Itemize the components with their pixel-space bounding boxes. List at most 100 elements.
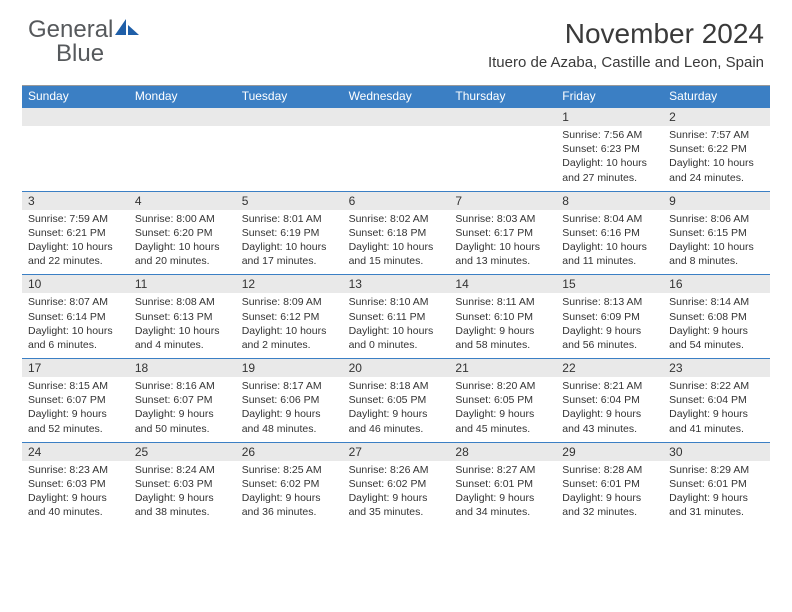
day-day1: Daylight: 10 hours <box>455 240 550 254</box>
day-cell <box>129 126 236 191</box>
day-day2: and 6 minutes. <box>28 338 123 352</box>
day-sunrise: Sunrise: 8:08 AM <box>135 295 230 309</box>
day-sunset: Sunset: 6:14 PM <box>28 310 123 324</box>
day-day1: Daylight: 9 hours <box>28 407 123 421</box>
day-number: 5 <box>236 192 343 210</box>
day-cell: Sunrise: 8:10 AMSunset: 6:11 PMDaylight:… <box>343 293 450 358</box>
day-number: 16 <box>663 275 770 293</box>
daynum-row: 3456789 <box>22 191 770 210</box>
day-number <box>129 108 236 126</box>
day-day2: and 31 minutes. <box>669 505 764 519</box>
day-sunrise: Sunrise: 8:01 AM <box>242 212 337 226</box>
day-sunset: Sunset: 6:07 PM <box>135 393 230 407</box>
day-sunset: Sunset: 6:23 PM <box>562 142 657 156</box>
day-day2: and 41 minutes. <box>669 422 764 436</box>
day-number: 25 <box>129 443 236 461</box>
daynum-row: 12 <box>22 107 770 126</box>
day-sunset: Sunset: 6:02 PM <box>242 477 337 491</box>
day-day1: Daylight: 9 hours <box>669 324 764 338</box>
day-day2: and 15 minutes. <box>349 254 444 268</box>
day-cell: Sunrise: 8:25 AMSunset: 6:02 PMDaylight:… <box>236 461 343 526</box>
day-cell: Sunrise: 8:03 AMSunset: 6:17 PMDaylight:… <box>449 210 556 275</box>
details-row: Sunrise: 7:59 AMSunset: 6:21 PM Daylight:… <box>22 210 770 275</box>
day-sunset: Sunset: 6:04 PM <box>562 393 657 407</box>
day-cell: Sunrise: 8:27 AMSunset: 6:01 PMDaylight:… <box>449 461 556 526</box>
day-day2: and 32 minutes. <box>562 505 657 519</box>
day-cell: Sunrise: 8:26 AMSunset: 6:02 PMDaylight:… <box>343 461 450 526</box>
calendar: Sunday Monday Tuesday Wednesday Thursday… <box>22 85 770 525</box>
day-sunrise: Sunrise: 8:10 AM <box>349 295 444 309</box>
day-number: 8 <box>556 192 663 210</box>
day-day1: Daylight: 10 hours <box>562 156 657 170</box>
day-number: 20 <box>343 359 450 377</box>
day-cell: Sunrise: 8:01 AMSunset: 6:19 PMDaylight:… <box>236 210 343 275</box>
daynum-row: 24252627282930 <box>22 442 770 461</box>
day-day2: and 48 minutes. <box>242 422 337 436</box>
day-number: 18 <box>129 359 236 377</box>
day-sunset: Sunset: 6:18 PM <box>349 226 444 240</box>
day-day2: and 24 minutes. <box>669 171 764 185</box>
day-sunrise: Sunrise: 7:59 AM <box>28 212 123 226</box>
day-number: 7 <box>449 192 556 210</box>
day-sunset: Sunset: 6:01 PM <box>669 477 764 491</box>
day-cell <box>236 126 343 191</box>
day-cell: Sunrise: 8:07 AMSunset: 6:14 PMDaylight:… <box>22 293 129 358</box>
day-day2: and 2 minutes. <box>242 338 337 352</box>
day-day1: Daylight: 9 hours <box>242 407 337 421</box>
day-cell: Sunrise: 8:08 AMSunset: 6:13 PMDaylight:… <box>129 293 236 358</box>
day-sunset: Sunset: 6:09 PM <box>562 310 657 324</box>
day-number: 14 <box>449 275 556 293</box>
day-day1: Daylight: 10 hours <box>562 240 657 254</box>
day-sunset: Sunset: 6:01 PM <box>455 477 550 491</box>
day-day1: Daylight: 10 hours <box>349 324 444 338</box>
day-day2: and 22 minutes. <box>28 254 123 268</box>
day-sunset: Sunset: 6:05 PM <box>349 393 444 407</box>
day-sunset: Sunset: 6:03 PM <box>135 477 230 491</box>
day-number: 10 <box>22 275 129 293</box>
day-sunset: Sunset: 6:11 PM <box>349 310 444 324</box>
weekday-header-row: Sunday Monday Tuesday Wednesday Thursday… <box>22 86 770 107</box>
day-number <box>449 108 556 126</box>
day-day1: Daylight: 9 hours <box>349 407 444 421</box>
day-cell: Sunrise: 8:21 AMSunset: 6:04 PMDaylight:… <box>556 377 663 442</box>
day-day1: Daylight: 9 hours <box>349 491 444 505</box>
day-day2: and 50 minutes. <box>135 422 230 436</box>
logo-sail-icon <box>115 19 141 37</box>
day-day1: Daylight: 9 hours <box>28 491 123 505</box>
day-sunset: Sunset: 6:20 PM <box>135 226 230 240</box>
day-day1: Daylight: 10 hours <box>669 240 764 254</box>
day-day1: Daylight: 10 hours <box>349 240 444 254</box>
day-number: 24 <box>22 443 129 461</box>
weekday-mon: Monday <box>129 86 236 107</box>
header: General Blue November 2024 Ituero de Aza… <box>0 0 792 77</box>
day-cell: Sunrise: 8:09 AMSunset: 6:12 PMDaylight:… <box>236 293 343 358</box>
day-cell: Sunrise: 8:00 AMSunset: 6:20 PMDaylight:… <box>129 210 236 275</box>
day-sunrise: Sunrise: 8:14 AM <box>669 295 764 309</box>
day-cell: Sunrise: 8:16 AMSunset: 6:07 PMDaylight:… <box>129 377 236 442</box>
day-sunrise: Sunrise: 8:09 AM <box>242 295 337 309</box>
day-cell: Sunrise: 8:17 AMSunset: 6:06 PMDaylight:… <box>236 377 343 442</box>
day-number <box>343 108 450 126</box>
day-day2: and 35 minutes. <box>349 505 444 519</box>
day-cell: Sunrise: 8:20 AMSunset: 6:05 PMDaylight:… <box>449 377 556 442</box>
day-sunrise: Sunrise: 8:23 AM <box>28 463 123 477</box>
daynum-row: 17181920212223 <box>22 358 770 377</box>
day-day1: Daylight: 9 hours <box>242 491 337 505</box>
day-day2: and 8 minutes. <box>669 254 764 268</box>
day-number: 17 <box>22 359 129 377</box>
day-sunrise: Sunrise: 8:15 AM <box>28 379 123 393</box>
day-sunset: Sunset: 6:17 PM <box>455 226 550 240</box>
day-day1: Daylight: 9 hours <box>455 491 550 505</box>
day-sunset: Sunset: 6:15 PM <box>669 226 764 240</box>
location-text: Ituero de Azaba, Castille and Leon, Spai… <box>488 54 764 71</box>
day-day2: and 58 minutes. <box>455 338 550 352</box>
day-sunset: Sunset: 6:10 PM <box>455 310 550 324</box>
day-cell <box>22 126 129 191</box>
day-number: 26 <box>236 443 343 461</box>
day-day2: and 56 minutes. <box>562 338 657 352</box>
title-block: November 2024 Ituero de Azaba, Castille … <box>488 18 764 71</box>
day-day2: and 0 minutes. <box>349 338 444 352</box>
day-day2: and 45 minutes. <box>455 422 550 436</box>
day-sunset: Sunset: 6:21 PM <box>28 226 123 240</box>
day-day1: Daylight: 10 hours <box>669 156 764 170</box>
